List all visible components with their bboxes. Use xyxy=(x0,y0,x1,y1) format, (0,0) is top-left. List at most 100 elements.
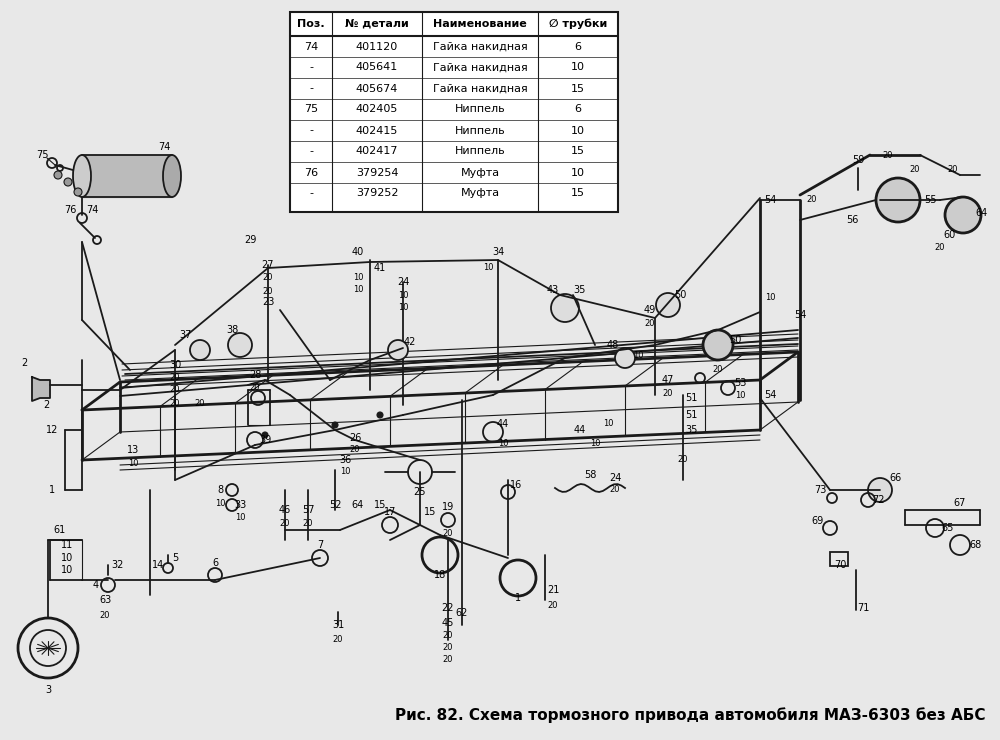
Text: 20: 20 xyxy=(713,366,723,374)
Text: 379252: 379252 xyxy=(356,189,398,198)
Circle shape xyxy=(228,333,252,357)
Text: 10: 10 xyxy=(571,167,585,178)
Text: 31: 31 xyxy=(332,620,344,630)
Text: 46: 46 xyxy=(279,505,291,515)
Text: 20: 20 xyxy=(807,195,817,204)
Text: 45: 45 xyxy=(442,618,454,628)
Text: 24: 24 xyxy=(397,277,409,287)
Text: 54: 54 xyxy=(764,390,776,400)
Text: 2: 2 xyxy=(21,358,27,368)
Text: 3: 3 xyxy=(45,685,51,695)
Text: 401120: 401120 xyxy=(356,41,398,52)
Text: Рис. 82. Схема тормозного привода автомобиля МАЗ-6303 без АБС: Рис. 82. Схема тормозного привода автомо… xyxy=(395,707,985,723)
Text: 35: 35 xyxy=(574,285,586,295)
Text: 20: 20 xyxy=(443,644,453,653)
Text: 51: 51 xyxy=(685,393,697,403)
Ellipse shape xyxy=(73,155,91,197)
Circle shape xyxy=(615,348,635,368)
Text: 44: 44 xyxy=(497,419,509,429)
Text: 10: 10 xyxy=(633,351,643,360)
Text: 36: 36 xyxy=(339,455,351,465)
Circle shape xyxy=(868,478,892,502)
Text: 16: 16 xyxy=(510,480,522,490)
Text: 402417: 402417 xyxy=(356,147,398,156)
Text: 20: 20 xyxy=(443,528,453,537)
Text: 15: 15 xyxy=(571,84,585,93)
Text: 10: 10 xyxy=(498,440,508,448)
Text: 12: 12 xyxy=(46,425,58,435)
Text: 22: 22 xyxy=(442,603,454,613)
Text: 15: 15 xyxy=(374,500,386,510)
Text: Поз.: Поз. xyxy=(297,19,325,29)
Text: 53: 53 xyxy=(734,378,746,388)
Text: 38: 38 xyxy=(226,325,238,335)
Polygon shape xyxy=(82,155,172,197)
Text: 402405: 402405 xyxy=(356,104,398,115)
Text: 20: 20 xyxy=(610,485,620,494)
Text: 14: 14 xyxy=(152,560,164,570)
Text: 20: 20 xyxy=(910,166,920,175)
Text: 39: 39 xyxy=(259,435,271,445)
Text: 10: 10 xyxy=(128,459,138,468)
Text: 76: 76 xyxy=(304,167,318,178)
Text: 20: 20 xyxy=(548,600,558,610)
Circle shape xyxy=(54,171,62,179)
Text: Гайка накидная: Гайка накидная xyxy=(433,41,527,52)
Text: 20: 20 xyxy=(935,243,945,252)
Text: 26: 26 xyxy=(349,433,361,443)
Text: -: - xyxy=(309,62,313,73)
Text: 10: 10 xyxy=(571,62,585,73)
Text: 63: 63 xyxy=(99,595,111,605)
Text: 48: 48 xyxy=(607,340,619,350)
Text: 20: 20 xyxy=(303,519,313,528)
Text: Ниппель: Ниппель xyxy=(455,126,505,135)
Text: 75: 75 xyxy=(36,150,48,160)
Text: 20: 20 xyxy=(263,274,273,283)
Circle shape xyxy=(876,178,920,222)
Text: -: - xyxy=(309,147,313,156)
Text: Наименование: Наименование xyxy=(433,19,527,29)
Text: 20: 20 xyxy=(280,519,290,528)
Text: 10: 10 xyxy=(765,294,775,303)
Text: 20: 20 xyxy=(443,656,453,665)
Text: 10: 10 xyxy=(61,565,73,575)
Circle shape xyxy=(190,340,210,360)
Circle shape xyxy=(262,432,268,438)
Text: 20: 20 xyxy=(350,445,360,454)
Text: 54: 54 xyxy=(794,310,806,320)
Bar xyxy=(830,552,848,566)
Text: 76: 76 xyxy=(64,205,76,215)
Text: 23: 23 xyxy=(262,297,274,307)
Text: 20: 20 xyxy=(678,456,688,465)
Text: 25: 25 xyxy=(414,487,426,497)
Circle shape xyxy=(377,412,383,418)
Text: 10: 10 xyxy=(483,263,493,272)
Text: 54: 54 xyxy=(764,195,776,205)
Ellipse shape xyxy=(163,155,181,197)
Circle shape xyxy=(551,294,579,322)
Text: 52: 52 xyxy=(329,500,341,510)
Text: 61: 61 xyxy=(54,525,66,535)
Text: 6: 6 xyxy=(574,104,582,115)
Text: 405674: 405674 xyxy=(356,84,398,93)
Circle shape xyxy=(64,178,72,186)
Text: № детали: № детали xyxy=(345,19,409,29)
Text: 65: 65 xyxy=(942,523,954,533)
Text: 67: 67 xyxy=(954,498,966,508)
Circle shape xyxy=(332,422,338,428)
Text: 20: 20 xyxy=(250,383,260,392)
Text: 20: 20 xyxy=(663,388,673,397)
Text: 20: 20 xyxy=(333,636,343,645)
Text: 59: 59 xyxy=(852,155,864,165)
Text: 20: 20 xyxy=(195,399,205,408)
Text: 74: 74 xyxy=(304,41,318,52)
Text: 41: 41 xyxy=(374,263,386,273)
Circle shape xyxy=(945,197,981,233)
Text: 10: 10 xyxy=(735,391,745,400)
Text: 34: 34 xyxy=(492,247,504,257)
Text: 50: 50 xyxy=(729,335,741,345)
Text: 402415: 402415 xyxy=(356,126,398,135)
Text: 13: 13 xyxy=(127,445,139,455)
Text: 6: 6 xyxy=(212,558,218,568)
Text: 66: 66 xyxy=(889,473,901,483)
